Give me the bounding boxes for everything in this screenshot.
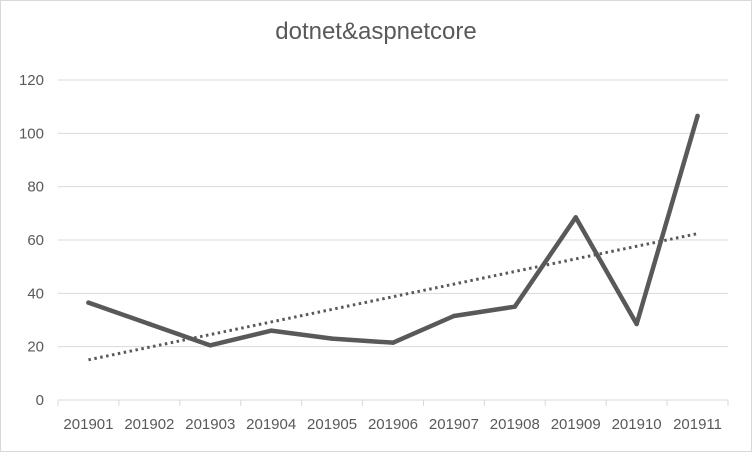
- y-tick-label: 100: [19, 125, 44, 142]
- x-tick-label: 201911: [673, 416, 722, 433]
- y-tick-label: 60: [27, 232, 44, 249]
- x-tick-label: 201909: [551, 416, 601, 433]
- y-tick-label: 20: [27, 339, 44, 356]
- data-point: [329, 336, 335, 341]
- x-tick-label: 201908: [490, 416, 540, 433]
- x-tick-label: 201906: [368, 416, 418, 433]
- data-point: [208, 343, 213, 348]
- y-tick-label: 0: [36, 392, 44, 409]
- data-point: [634, 321, 639, 327]
- y-tick-label: 80: [27, 179, 44, 196]
- data-point: [390, 340, 396, 345]
- data-point: [268, 328, 274, 333]
- y-tick-label: 40: [27, 285, 44, 302]
- data-point: [512, 304, 518, 309]
- x-tick-label: 201904: [246, 416, 296, 433]
- data-point: [147, 321, 152, 327]
- x-tick-label: 201907: [429, 416, 479, 433]
- data-point: [451, 313, 457, 319]
- chart-title: dotnet&aspnetcore: [275, 18, 477, 45]
- data-point: [695, 113, 700, 119]
- data-point: [573, 215, 578, 220]
- x-tick-label: 201905: [307, 416, 357, 433]
- x-tick-label: 201903: [185, 416, 235, 433]
- x-tick-label: 201901: [63, 416, 113, 433]
- x-tick-label: 201902: [124, 416, 174, 433]
- series-line: [86, 113, 700, 348]
- y-tick-label: 120: [19, 72, 44, 89]
- x-tick-label: 201910: [612, 416, 662, 433]
- data-point: [86, 300, 91, 305]
